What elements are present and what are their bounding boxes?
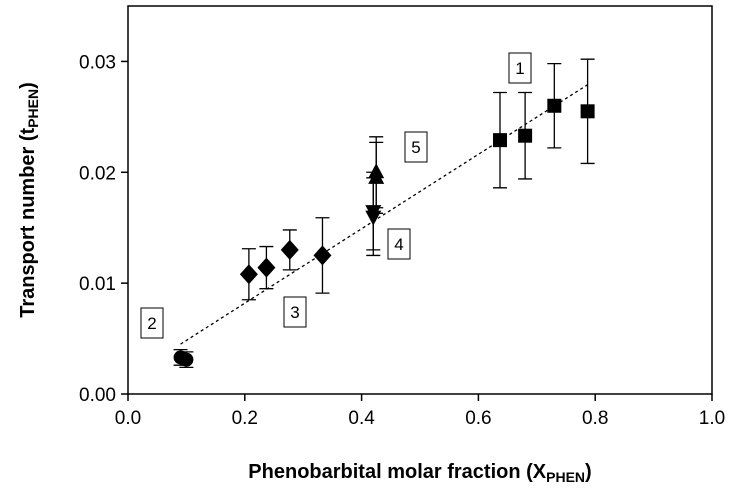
x-tick-label: 0.4 [348,408,375,429]
y-tick-label: 0.03 [79,52,116,73]
marker [280,239,299,260]
annotation-label: 4 [394,235,403,254]
y-axis-label: Transport number (tPHEN) [17,82,41,318]
x-tick-label: 0.8 [582,408,608,429]
x-tick-label: 0.2 [232,408,258,429]
trend-line [180,83,590,345]
y-tick-label: 0.02 [79,163,116,184]
annotation-box [283,296,307,328]
y-label-end: ) [17,82,39,89]
plot-frame [127,5,713,395]
marker [239,264,258,285]
marker [179,352,194,367]
y-tick-label: 0.01 [79,274,116,295]
x-label-end: ) [585,461,592,483]
x-axis-label: Phenobarbital molar fraction (XPHEN) [248,461,591,485]
y-label-text: Transport number (t [17,127,39,317]
x-label-text: Phenobarbital molar fraction (X [248,461,546,483]
y-label-sub: PHEN [25,89,41,128]
annotation-label: 5 [411,138,420,157]
x-label-sub: PHEN [546,469,585,485]
x-tick-label: 0.6 [465,408,491,429]
annotation-box [387,228,411,260]
y-tick-label: 0.00 [79,385,116,406]
annotation-box [508,52,532,84]
marker [518,128,533,143]
marker [580,104,595,119]
marker [257,257,276,278]
annotation-box [404,131,428,163]
marker [313,245,332,266]
annotation-label: 3 [290,303,299,322]
annotation-label: 2 [147,314,156,333]
x-tick-label: 1.0 [699,408,725,429]
annotation-box [140,307,164,339]
marker [368,168,385,184]
marker [547,98,562,113]
marker [365,210,382,226]
marker [493,133,508,148]
x-tick-label: 0.0 [115,408,141,429]
annotation-label: 1 [515,59,524,78]
